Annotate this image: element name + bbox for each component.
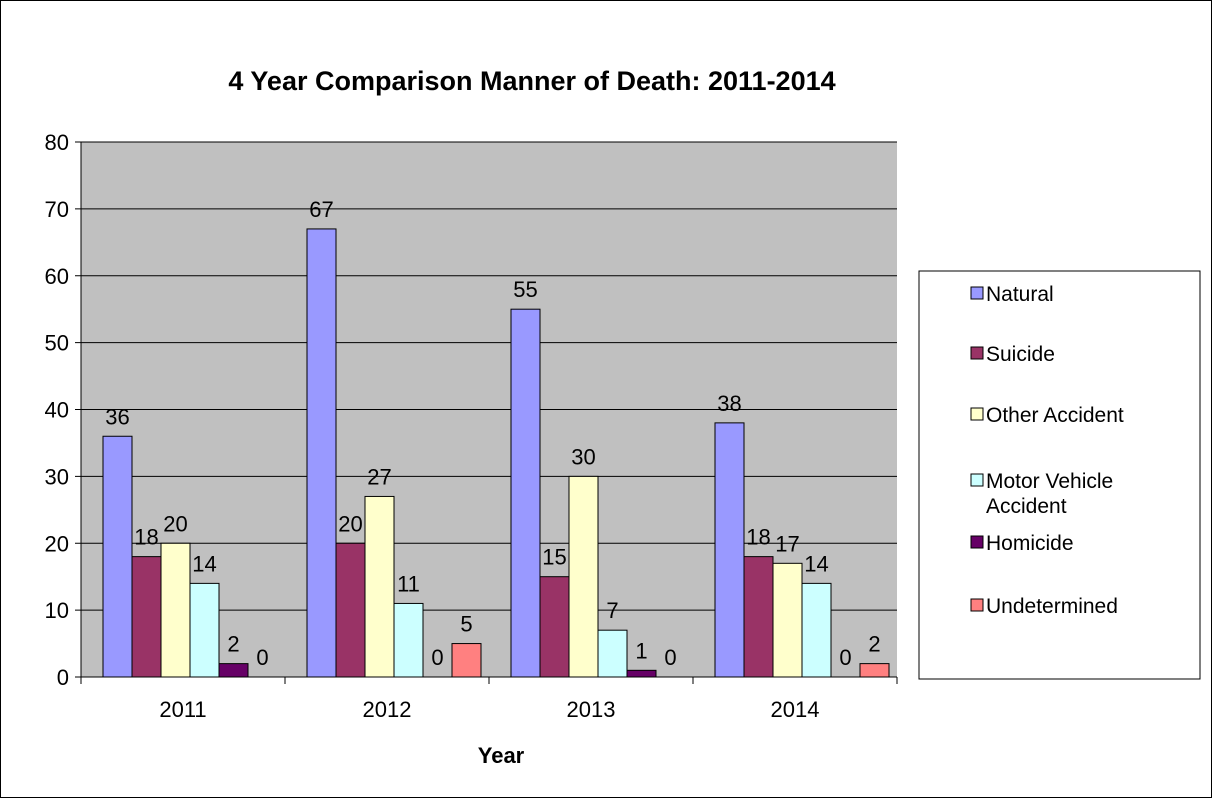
data-label: 18 <box>134 525 158 550</box>
data-label: 14 <box>192 551 216 576</box>
bar-homicide-2013 <box>626 669 657 678</box>
data-label: 20 <box>163 511 187 536</box>
data-label: 30 <box>571 444 595 469</box>
y-tick-label: 30 <box>45 464 69 489</box>
chart-title: 4 Year Comparison Manner of Death: 2011-… <box>228 66 835 96</box>
data-label: 15 <box>542 545 566 570</box>
data-label: 20 <box>338 511 362 536</box>
y-tick-label: 60 <box>45 264 69 289</box>
bar-other-accident-2011 <box>160 542 191 678</box>
legend-swatch <box>970 407 984 421</box>
bar-suicide-2014 <box>743 556 774 678</box>
x-tick-label: 2014 <box>771 697 820 722</box>
data-label: 55 <box>513 277 537 302</box>
bar-other-accident-2012 <box>364 495 395 678</box>
data-label: 17 <box>775 531 799 556</box>
y-tick-label: 0 <box>57 665 69 690</box>
legend-swatch <box>970 286 984 300</box>
bar-motor-vehicle-accident-2013 <box>597 629 628 678</box>
y-tick-label: 70 <box>45 197 69 222</box>
data-label: 11 <box>397 571 420 596</box>
data-label: 5 <box>460 612 472 637</box>
data-label: 67 <box>309 197 333 222</box>
data-label: 36 <box>105 404 129 429</box>
data-label: 2 <box>227 632 239 657</box>
data-label: 0 <box>256 645 268 670</box>
data-label: 7 <box>606 598 618 623</box>
y-tick-label: 50 <box>45 331 69 356</box>
bar-natural-2014 <box>714 422 745 678</box>
legend-label: Natural <box>986 283 1054 306</box>
bar-natural-2013 <box>510 308 541 678</box>
bar-suicide-2012 <box>335 542 366 678</box>
legend-label: Suicide <box>986 343 1055 366</box>
bar-motor-vehicle-accident-2011 <box>189 582 220 678</box>
data-label: 1 <box>635 638 647 663</box>
legend-label: Undetermined <box>986 595 1118 618</box>
bar-motor-vehicle-accident-2012 <box>393 602 424 678</box>
x-axis-title: Year <box>478 743 525 768</box>
legend-box <box>918 270 1201 680</box>
x-tick-label: 2011 <box>159 697 206 722</box>
legend-label: Other Accident <box>986 404 1124 427</box>
legend: Natural Suicide Other Accident Motor Vehicl… <box>918 270 1201 680</box>
data-label: 0 <box>431 645 443 670</box>
y-tick-label: 40 <box>45 398 69 423</box>
data-label: 0 <box>664 645 676 670</box>
legend-swatch <box>970 535 984 549</box>
bar-homicide-2011 <box>218 663 249 678</box>
x-tick-label: 2012 <box>363 697 412 722</box>
data-label: 27 <box>367 464 391 489</box>
data-label: 2 <box>868 632 880 657</box>
legend-label: Motor Vehicle <box>986 470 1113 493</box>
bar-undetermined-2012 <box>451 643 482 678</box>
y-tick-label: 80 <box>45 130 69 155</box>
x-tick-label: 2013 <box>567 697 616 722</box>
legend-swatch <box>970 473 984 487</box>
bar-other-accident-2013 <box>568 475 599 678</box>
data-label: 38 <box>717 391 741 416</box>
bar-motor-vehicle-accident-2014 <box>801 582 832 678</box>
legend-label: Homicide <box>986 532 1074 555</box>
bar-natural-2011 <box>102 435 133 678</box>
data-label: 18 <box>746 525 770 550</box>
bar-suicide-2013 <box>539 576 570 678</box>
bar-suicide-2011 <box>131 556 162 678</box>
legend-swatch <box>970 598 984 612</box>
data-label: 14 <box>804 551 828 576</box>
bars <box>102 228 890 678</box>
legend-swatch <box>970 346 984 360</box>
legend-label: Accident <box>986 495 1067 518</box>
y-tick-label: 10 <box>45 598 69 623</box>
bar-undetermined-2014 <box>859 663 890 678</box>
data-label: 0 <box>839 645 851 670</box>
bar-natural-2012 <box>306 228 337 678</box>
bar-other-accident-2014 <box>772 562 803 678</box>
y-tick-label: 20 <box>45 531 69 556</box>
